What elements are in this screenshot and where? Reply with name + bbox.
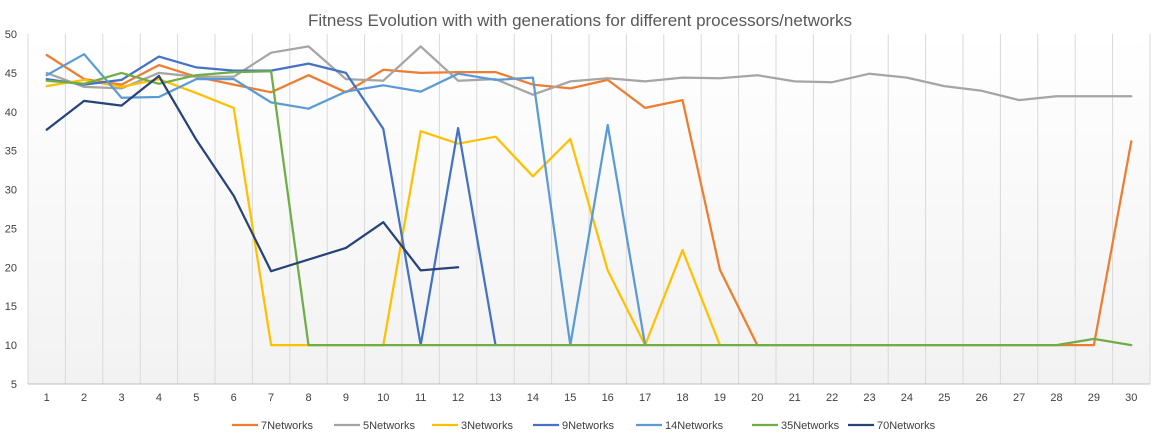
x-tick-label: 9 xyxy=(343,392,349,404)
x-tick-label: 28 xyxy=(1050,392,1062,404)
x-tick-label: 8 xyxy=(305,392,311,404)
legend-label: 35Networks xyxy=(781,420,840,432)
x-tick-label: 13 xyxy=(489,392,501,404)
x-tick-label: 3 xyxy=(118,392,124,404)
legend-label: 70Networks xyxy=(877,420,936,432)
legend-item: 3Networks xyxy=(432,420,513,432)
x-tick-label: 11 xyxy=(415,392,426,404)
x-tick-label: 5 xyxy=(193,392,199,404)
series-line xyxy=(45,70,1133,347)
legend-item: 5Networks xyxy=(334,420,415,432)
y-axis: 5 10 15 20 25 30 35 40 45 50 xyxy=(5,29,17,391)
legend-item: 9Networks xyxy=(533,420,614,432)
legend-label: 3Networks xyxy=(461,420,513,432)
y-tick-label: 5 xyxy=(11,379,17,391)
legend-label: 9Networks xyxy=(562,420,614,432)
series-lines xyxy=(45,45,1133,347)
legend-label: 5Networks xyxy=(363,420,415,432)
x-tick-label: 18 xyxy=(676,392,688,404)
x-tick-label: 30 xyxy=(1125,392,1137,404)
legend-label: 14Networks xyxy=(665,420,724,432)
series-70networks xyxy=(45,74,460,273)
x-tick-label: 20 xyxy=(751,392,763,404)
x-tick-label: 22 xyxy=(826,392,838,404)
x-tick-label: 2 xyxy=(81,392,87,404)
x-tick-label: 6 xyxy=(231,392,237,404)
x-tick-label: 29 xyxy=(1088,392,1100,404)
y-tick-label: 10 xyxy=(5,340,17,352)
x-tick-label: 15 xyxy=(564,392,576,404)
x-tick-label: 24 xyxy=(901,392,913,404)
x-tick-label: 27 xyxy=(1013,392,1025,404)
x-tick-label: 14 xyxy=(527,392,539,404)
x-tick-label: 1 xyxy=(44,392,50,404)
chart-title: Fitness Evolution with with generations … xyxy=(308,11,852,30)
x-tick-label: 7 xyxy=(268,392,274,404)
x-tick-label: 17 xyxy=(639,392,651,404)
y-tick-label: 50 xyxy=(5,29,17,41)
series-14networks xyxy=(45,53,647,347)
y-tick-label: 25 xyxy=(5,223,17,235)
x-tick-label: 21 xyxy=(789,392,801,404)
y-tick-label: 15 xyxy=(5,301,17,313)
y-tick-label: 45 xyxy=(5,68,17,80)
x-axis: 1 2 3 4 5 6 7 8 9 10 11 12 13 14 15 16 17 18 19 20 21 22 23 24 2… xyxy=(28,383,1150,404)
x-tick-label: 12 xyxy=(452,392,464,404)
legend-item: 7Networks xyxy=(232,420,313,432)
x-tick-label: 19 xyxy=(714,392,726,404)
x-tick-label: 4 xyxy=(156,392,162,404)
series-line xyxy=(45,45,1133,102)
x-tick-label: 23 xyxy=(863,392,875,404)
legend-item: 14Networks xyxy=(636,420,724,432)
legend: 7Networks 5Networks 3Networks 9Networks 14Ne… xyxy=(232,420,936,432)
series-5networks xyxy=(45,45,1133,102)
series-35networks xyxy=(45,70,1133,347)
y-tick-label: 30 xyxy=(5,185,17,197)
y-tick-label: 20 xyxy=(5,262,17,274)
series-line xyxy=(45,74,460,273)
x-tick-label: 16 xyxy=(602,392,614,404)
legend-item: 70Networks xyxy=(848,420,936,432)
x-tick-label: 10 xyxy=(377,392,389,404)
y-tick-label: 40 xyxy=(5,107,17,119)
x-tick-label: 25 xyxy=(938,392,950,404)
y-tick-label: 35 xyxy=(5,146,17,158)
legend-label: 7Networks xyxy=(261,420,313,432)
x-tick-label: 26 xyxy=(976,392,988,404)
series-line xyxy=(45,53,647,347)
legend-item: 35Networks xyxy=(752,420,840,432)
